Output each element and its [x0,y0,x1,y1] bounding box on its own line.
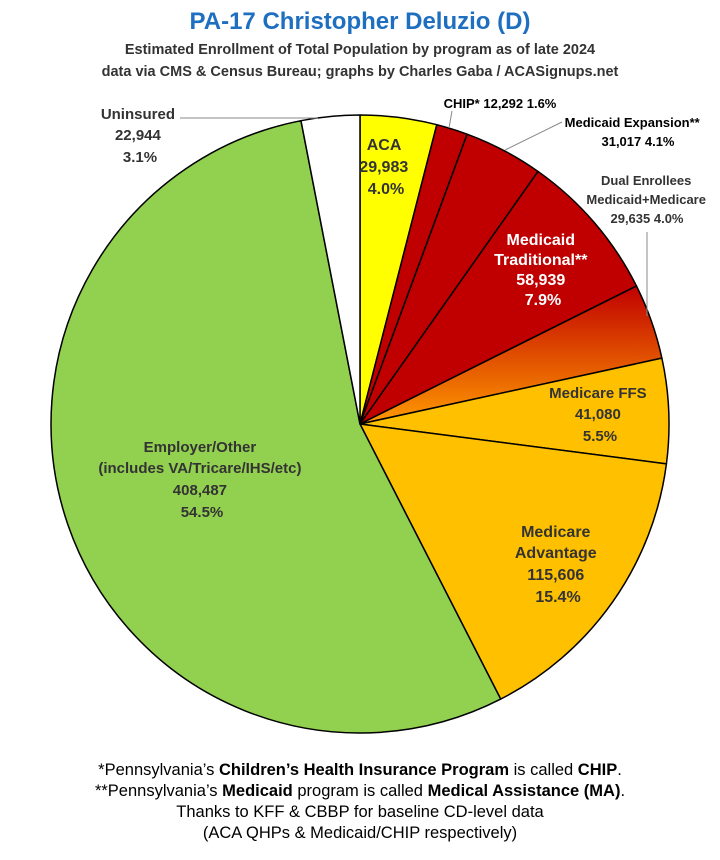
label-uninsured: Uninsured 22,944 3.1% [101,106,179,166]
label-dual: Dual Enrollees Medicaid+Medicare 29,635 … [586,173,709,226]
footnote-sources: (ACA QHPs & Medicaid/CHIP respectively) [202,824,518,842]
footnote-chip: *Pennsylvania’s Children’s Health Insura… [98,761,622,779]
pie-chart: ACA 29,983 4.0% CHIP* 12,292 1.6% Medica… [50,96,709,734]
label-medicare-advantage: Medicare Advantage 115,606 15.4% [515,524,601,606]
chart-frame: PA-17 Christopher Deluzio (D) Estimated … [50,8,709,734]
chart-title: PA-17 Christopher Deluzio (D) [189,8,531,35]
label-aca: ACA 29,983 4.0% [359,137,412,198]
pie-slice-medicaid-traditional [359,170,638,425]
footnote-thanks: Thanks to KFF & CBBP for baseline CD-lev… [176,803,544,821]
label-medicare-ffs: Medicare FFS 41,080 5.5% [549,385,651,445]
footnotes: *Pennsylvania’s Children’s Health Insura… [0,760,720,844]
pie-slice-medicare-advantage [359,423,668,700]
label-medicaid-expansion: Medicaid Expansion** 31,017 4.1% [565,115,704,149]
label-employer-other: Employer/Other (includes VA/Tricare/IHS/… [98,439,305,521]
chart-subtitle-line1: Estimated Enrollment of Total Population… [124,42,596,58]
label-medicaid-traditional: Medicaid Traditional** 58,939 7.9% [494,232,592,309]
pie-slice-uninsured [300,114,361,425]
pie-slice-employer-other-includes-va-tricare-ihs-etc [50,119,502,734]
leader-chip [448,110,453,129]
leader-medicaid-expansion [504,121,563,151]
footnote-medicaid: **Pennsylvania’s Medicaid program is cal… [94,782,626,800]
chart-subtitle-line2: data via CMS & Census Bureau; graphs by … [101,64,619,80]
label-chip: CHIP* 12,292 1.6% [444,96,557,111]
